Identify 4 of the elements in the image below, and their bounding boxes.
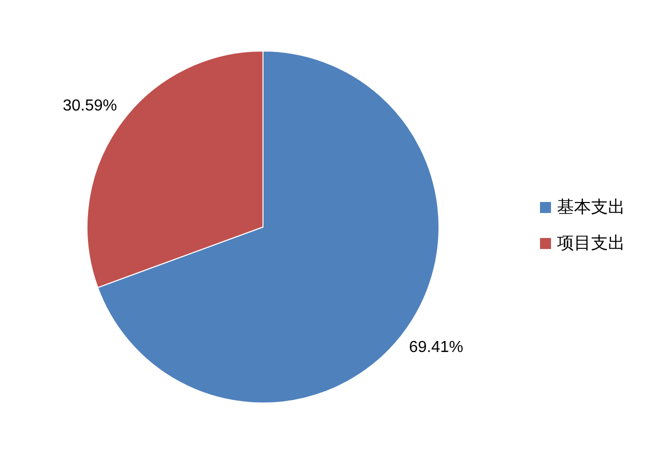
legend-label: 项目支出	[557, 233, 625, 252]
legend-label: 基本支出	[557, 197, 625, 216]
data-label: 30.59%	[62, 97, 117, 114]
data-label: 69.41%	[409, 339, 464, 356]
